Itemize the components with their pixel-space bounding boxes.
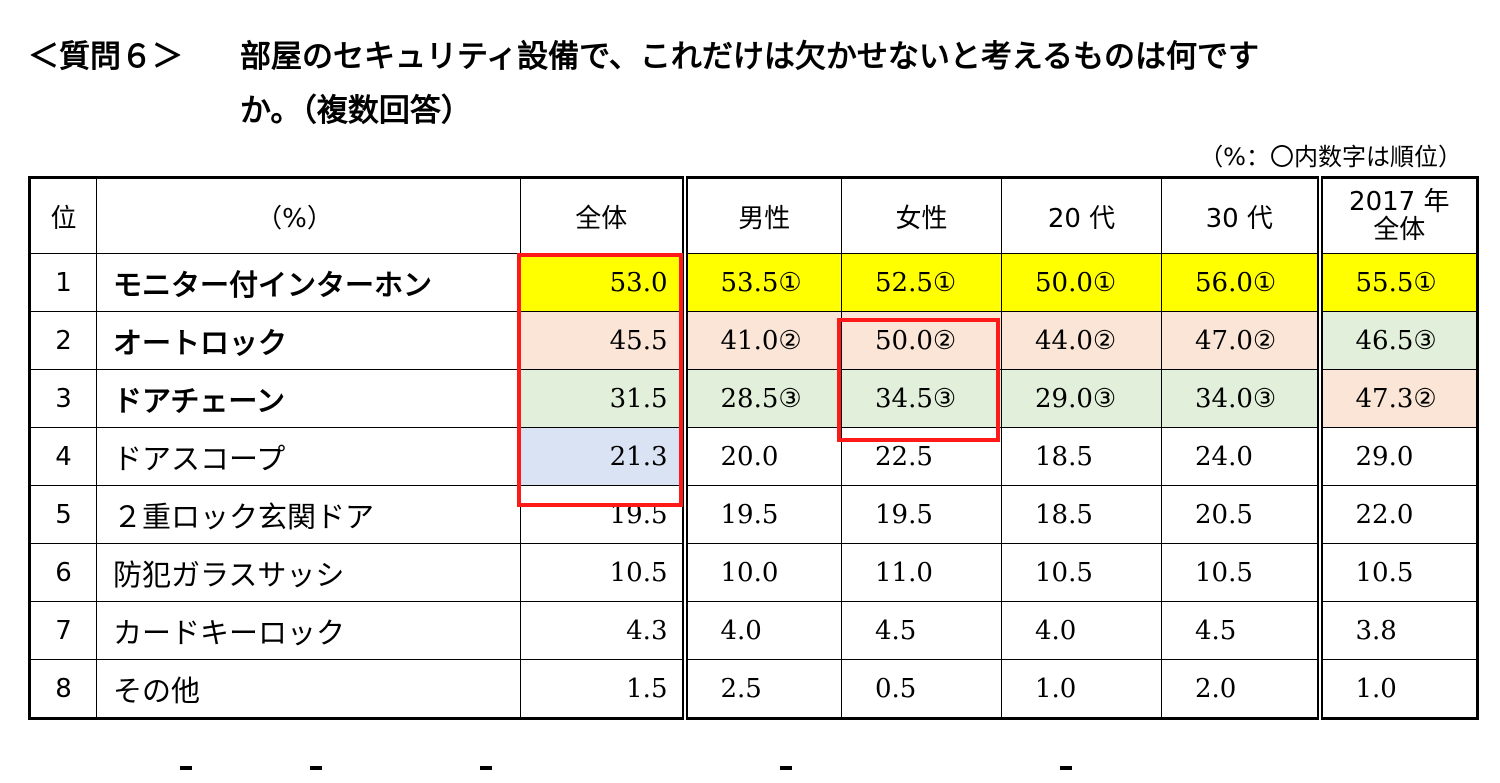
age30-cell: 24.0 — [1161, 427, 1320, 486]
age30-cell: 56.0① — [1161, 253, 1320, 312]
item-cell: オートロック — [96, 311, 521, 370]
female-cell: 0.5 — [841, 659, 1002, 719]
item-cell: ドアスコープ — [96, 427, 521, 486]
question-number: ＜質問６＞ — [28, 39, 183, 75]
item-cell: カードキーロック — [96, 601, 521, 660]
rank-cell: 8 — [29, 659, 97, 719]
rank-cell: 1 — [29, 253, 97, 312]
header-2017: 2017 年全体 — [1316, 177, 1478, 254]
fragment-mark — [780, 766, 792, 770]
table-row: 6 防犯ガラスサッシ 10.5 10.0 11.0 10.5 10.5 10.5 — [29, 543, 1478, 602]
rank-cell: 5 — [29, 485, 97, 544]
age30-cell: 20.5 — [1161, 485, 1320, 544]
female-cell: 4.5 — [841, 601, 1002, 660]
table-row: 5 ２重ロック玄関ドア 19.5 19.5 19.5 18.5 20.5 22.… — [29, 485, 1478, 544]
header-2017-year: 2017 年 — [1349, 187, 1450, 217]
y2017-cell: 10.5 — [1316, 543, 1478, 602]
female-cell: 52.5① — [841, 253, 1002, 312]
y2017-cell: 29.0 — [1316, 427, 1478, 486]
header-unit: （%） — [96, 177, 521, 254]
female-cell: 50.0② — [841, 311, 1002, 370]
header-female: 女性 — [841, 177, 1002, 254]
rank-cell: 4 — [29, 427, 97, 486]
results-table: 位 （%） 全体 男性 女性 20 代 30 代 2017 年全体 1 モニター… — [28, 176, 1479, 720]
age30-cell: 10.5 — [1161, 543, 1320, 602]
male-cell: 4.0 — [681, 601, 842, 660]
y2017-cell: 46.5③ — [1316, 311, 1478, 370]
male-cell: 28.5③ — [681, 369, 842, 428]
age30-cell: 2.0 — [1161, 659, 1320, 719]
table-row: 3 ドアチェーン 31.5 28.5③ 34.5③ 29.0③ 34.0③ 47… — [29, 369, 1478, 428]
header-rank: 位 — [29, 177, 97, 254]
fragment-mark — [180, 766, 192, 770]
y2017-cell: 22.0 — [1316, 485, 1478, 544]
item-cell: ドアチェーン — [96, 369, 521, 428]
female-cell: 19.5 — [841, 485, 1002, 544]
age20-cell: 4.0 — [1001, 601, 1162, 660]
rank-cell: 6 — [29, 543, 97, 602]
question-text: 部屋のセキュリティ設備で、これだけは欠かせないと考えるものは何です — [240, 39, 1259, 75]
y2017-cell: 1.0 — [1316, 659, 1478, 719]
header-male: 男性 — [681, 177, 842, 254]
item-cell: モニター付インターホン — [96, 253, 521, 312]
cropped-text-fragment — [180, 766, 1080, 783]
table-row: 2 オートロック 45.5 41.0② 50.0② 44.0② 47.0② 46… — [29, 311, 1478, 370]
age20-cell: 10.5 — [1001, 543, 1162, 602]
male-cell: 53.5① — [681, 253, 842, 312]
age20-cell: 1.0 — [1001, 659, 1162, 719]
female-cell: 22.5 — [841, 427, 1002, 486]
total-cell: 10.5 — [520, 543, 685, 602]
total-cell: 19.5 — [520, 485, 685, 544]
age20-cell: 18.5 — [1001, 427, 1162, 486]
y2017-cell: 55.5① — [1316, 253, 1478, 312]
rank-cell: 2 — [29, 311, 97, 370]
fragment-mark — [480, 766, 492, 770]
table-row: 7 カードキーロック 4.3 4.0 4.5 4.0 4.5 3.8 — [29, 601, 1478, 660]
rank-cell: 7 — [29, 601, 97, 660]
y2017-cell: 47.3② — [1316, 369, 1478, 428]
female-cell: 11.0 — [841, 543, 1002, 602]
male-cell: 10.0 — [681, 543, 842, 602]
age20-cell: 44.0② — [1001, 311, 1162, 370]
male-cell: 20.0 — [681, 427, 842, 486]
question-title: ＜質問６＞ 部屋のセキュリティ設備で、これだけは欠かせないと考えるものは何です か… — [28, 30, 1259, 138]
total-cell: 53.0 — [520, 253, 685, 312]
age20-cell: 50.0① — [1001, 253, 1162, 312]
age20-cell: 18.5 — [1001, 485, 1162, 544]
table-row: 4 ドアスコープ 21.3 20.0 22.5 18.5 24.0 29.0 — [29, 427, 1478, 486]
y2017-cell: 3.8 — [1316, 601, 1478, 660]
total-cell: 1.5 — [520, 659, 685, 719]
question-title-line1: ＜質問６＞ 部屋のセキュリティ設備で、これだけは欠かせないと考えるものは何です — [28, 30, 1259, 84]
item-cell: ２重ロック玄関ドア — [96, 485, 521, 544]
female-cell: 34.5③ — [841, 369, 1002, 428]
table-row: 8 その他 1.5 2.5 0.5 1.0 2.0 1.0 — [29, 659, 1478, 719]
total-cell: 21.3 — [520, 427, 685, 486]
age30-cell: 34.0③ — [1161, 369, 1320, 428]
unit-note: （%：〇内数字は順位） — [1199, 143, 1462, 171]
age30-cell: 4.5 — [1161, 601, 1320, 660]
fragment-mark — [310, 766, 322, 770]
header-2017-total: 全体 — [1373, 215, 1426, 245]
question-title-line2: か。（複数回答） — [240, 93, 472, 129]
male-cell: 19.5 — [681, 485, 842, 544]
table-row: 1 モニター付インターホン 53.0 53.5① 52.5① 50.0① 56.… — [29, 253, 1478, 312]
age20-cell: 29.0③ — [1001, 369, 1162, 428]
header-total: 全体 — [520, 177, 685, 254]
male-cell: 41.0② — [681, 311, 842, 370]
total-cell: 31.5 — [520, 369, 685, 428]
header-20s: 20 代 — [1001, 177, 1162, 254]
header-row: 位 （%） 全体 男性 女性 20 代 30 代 2017 年全体 — [29, 177, 1478, 254]
header-30s: 30 代 — [1161, 177, 1320, 254]
fragment-mark — [1060, 766, 1072, 770]
item-cell: 防犯ガラスサッシ — [96, 543, 521, 602]
item-cell: その他 — [96, 659, 521, 719]
total-cell: 45.5 — [520, 311, 685, 370]
male-cell: 2.5 — [681, 659, 842, 719]
age30-cell: 47.0② — [1161, 311, 1320, 370]
total-cell: 4.3 — [520, 601, 685, 660]
rank-cell: 3 — [29, 369, 97, 428]
